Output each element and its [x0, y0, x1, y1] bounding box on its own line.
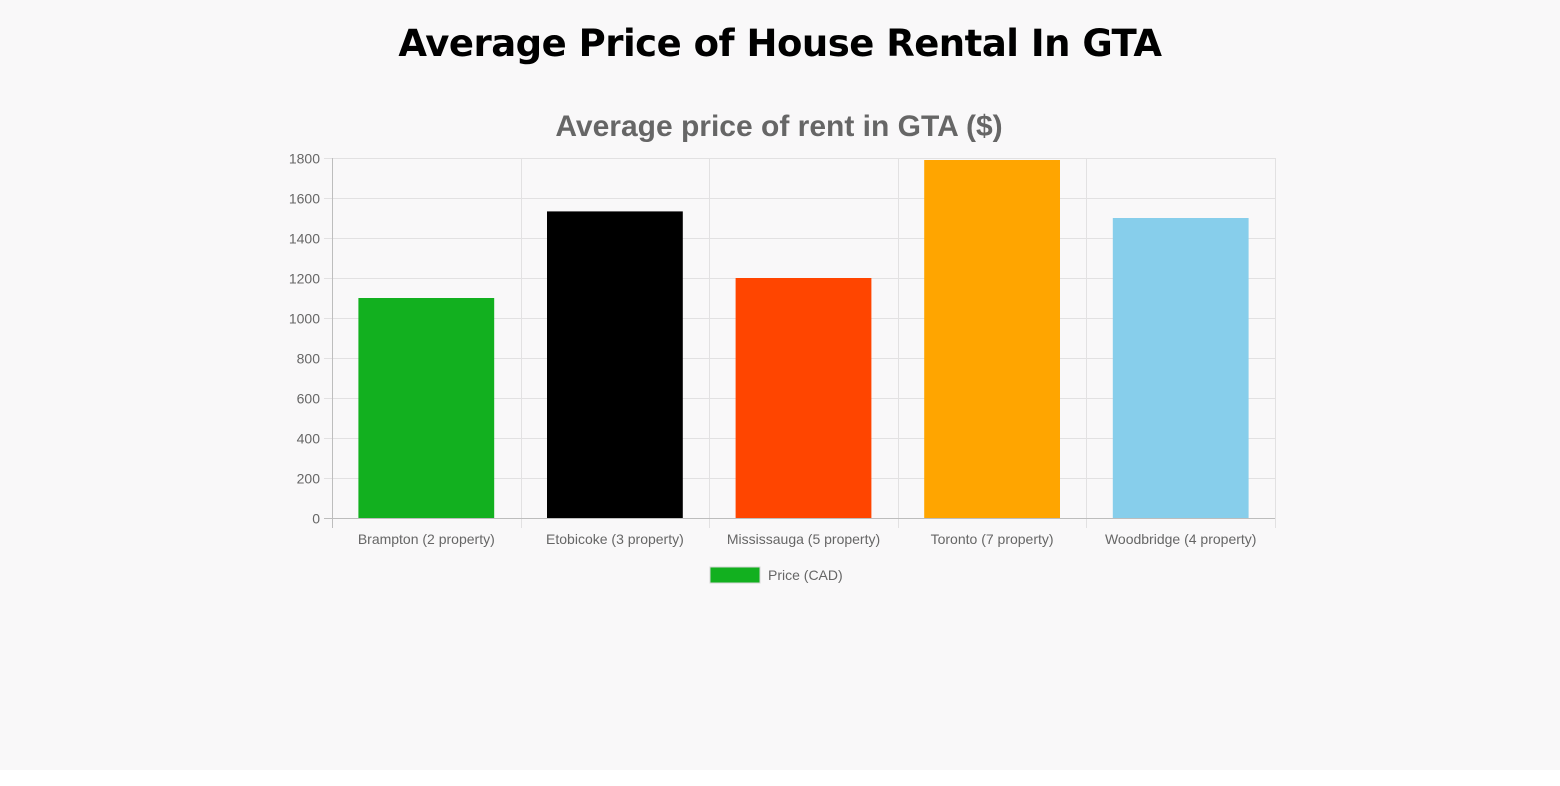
- y-tick-label: 200: [297, 471, 321, 487]
- y-tick-label: 1600: [289, 191, 320, 207]
- legend[interactable]: Price (CAD): [709, 566, 843, 584]
- legend-label[interactable]: Price (CAD): [768, 567, 843, 583]
- x-tick-label: Woodbridge (4 property): [1105, 531, 1256, 547]
- y-tick-label: 800: [297, 351, 321, 367]
- y-tick-label: 1000: [289, 311, 320, 327]
- bar[interactable]: [547, 211, 683, 518]
- y-tick-label: 0: [312, 511, 320, 527]
- x-tick-label: Toronto (7 property): [931, 531, 1054, 547]
- x-tick-label: Etobicoke (3 property): [546, 531, 684, 547]
- x-tick-label: Brampton (2 property): [358, 531, 495, 547]
- y-tick-label: 1200: [289, 271, 320, 287]
- y-axis-tick-labels: 0 200 400 600 800 1000 1200 1400 1600 1800: [289, 151, 320, 527]
- page-background: Average Price of House Rental In GTA Ave…: [288, 22, 1276, 584]
- bar-chart: Average price of rent in GTA ($) 0 200 400…: [289, 110, 1276, 584]
- y-tick-label: 1400: [289, 231, 320, 247]
- page-title: Average Price of House Rental In GTA: [398, 22, 1162, 65]
- axes: [332, 158, 1275, 519]
- x-axis-tick-labels: Brampton (2 property) Etobicoke (3 proper…: [358, 531, 1257, 547]
- legend-swatch[interactable]: [709, 566, 761, 584]
- bar[interactable]: [735, 278, 872, 518]
- chart-title: Average price of rent in GTA ($): [555, 110, 1002, 143]
- y-tick-label: 600: [297, 391, 321, 407]
- y-tick-label: 400: [297, 431, 321, 447]
- bar[interactable]: [924, 160, 1060, 518]
- bar[interactable]: [358, 298, 495, 518]
- y-tick-label: 1800: [289, 151, 320, 167]
- x-tick-label: Mississauga (5 property): [727, 531, 880, 547]
- bars: [358, 160, 1249, 518]
- bar[interactable]: [1112, 218, 1249, 518]
